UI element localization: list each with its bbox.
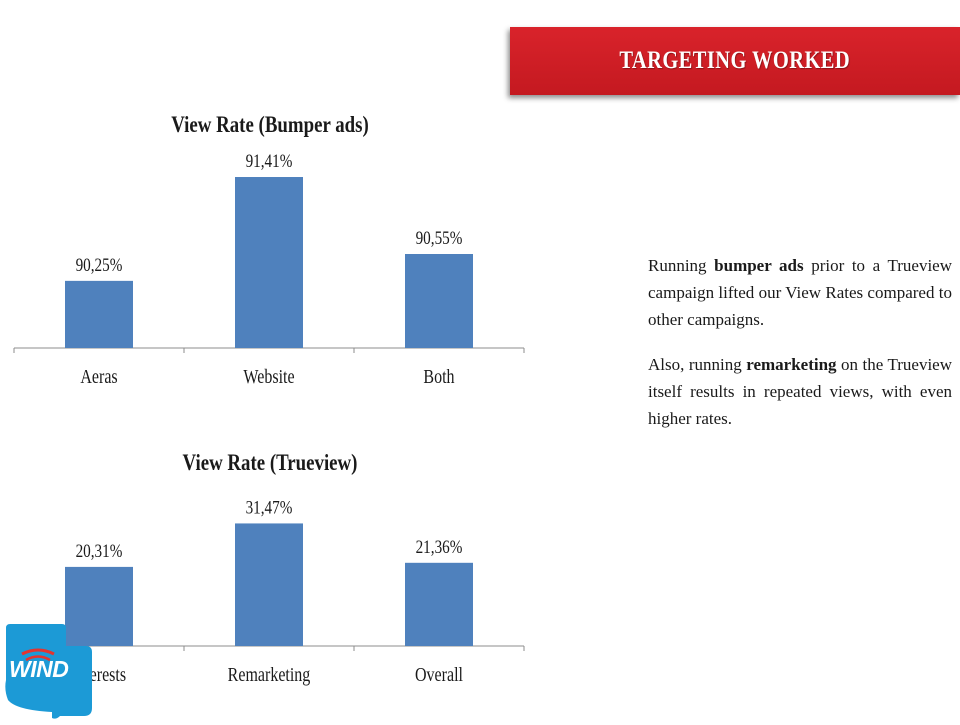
x-tick-label: Website — [243, 365, 294, 387]
x-tick-label: Overall — [415, 663, 463, 685]
data-label: 21,36% — [416, 536, 463, 557]
chart-title: View Rate (Trueview) — [182, 450, 358, 475]
bar — [65, 566, 133, 646]
trueview-chart-svg: 20,31%Interests31,47%Remarketing21,36%Ov… — [13, 497, 525, 685]
bar — [65, 280, 133, 348]
text-span: Also, running — [648, 355, 747, 374]
logo-text: WIND — [9, 656, 69, 682]
data-label: 90,25% — [76, 254, 123, 275]
bumper-chart-svg: 90,25% Aeras 91,41% Website 90,55% Both — [13, 150, 525, 387]
x-tick-label: Remarketing — [228, 663, 311, 685]
title-banner: TARGETING WORKED — [510, 27, 960, 95]
bar — [235, 177, 303, 348]
chart-title: View Rate (Bumper ads) — [171, 112, 369, 137]
text-span: prior to a Trueview campaign lifted our … — [648, 256, 953, 329]
text-span: Running — [648, 256, 715, 275]
description-text: Running bumper ads prior to a Trueview c… — [648, 252, 952, 450]
trueview-view-rate-chart: View Rate (Trueview) 20,31% Interests 31,4… — [0, 448, 540, 698]
banner-title: TARGETING WORKED — [619, 47, 851, 74]
data-label: 91,41% — [246, 150, 293, 171]
bar — [235, 523, 303, 646]
data-label: 31,47% — [246, 497, 293, 518]
description-paragraph-2: Also, running remarketing on the Truevie… — [648, 351, 952, 432]
bar — [405, 562, 473, 646]
wind-logo: WIND — [0, 620, 96, 720]
data-label: 90,55% — [416, 227, 463, 248]
data-label: 20,31% — [76, 540, 123, 561]
description-paragraph-1: Running bumper ads prior to a Trueview c… — [648, 252, 952, 333]
x-tick-label: Both — [423, 365, 454, 387]
bar — [405, 254, 473, 348]
x-tick-label: Aeras — [80, 365, 117, 387]
logo-shape-icon — [5, 624, 92, 719]
bold-term-bumper-ads: bumper ads — [714, 256, 804, 275]
text-span: on the Trueview itself results in repeat… — [648, 355, 953, 428]
bold-term-remarketing: remarketing — [746, 355, 837, 374]
bumper-view-rate-chart: View Rate (Bumper ads) 90,25% Aeras 91,41%… — [0, 110, 540, 400]
